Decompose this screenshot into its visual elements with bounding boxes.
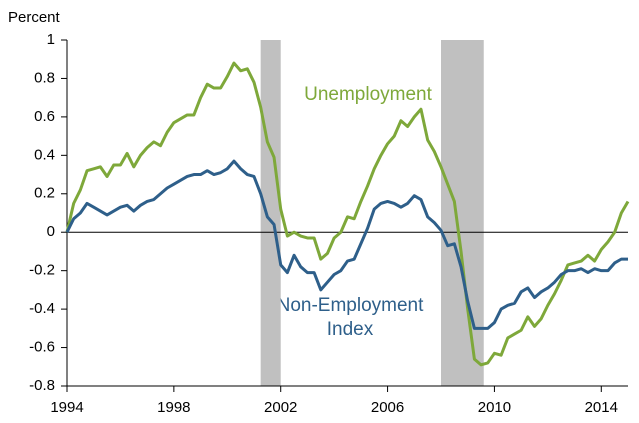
y-tick-label: 0.6	[34, 108, 55, 125]
x-tick-label: 2006	[371, 399, 404, 416]
x-tick-label: 2014	[585, 399, 618, 416]
x-tick-label: 1998	[157, 399, 190, 416]
y-axis-label: Percent	[8, 9, 61, 26]
series-line	[65, 61, 630, 367]
y-tick-label: -0.8	[29, 377, 55, 394]
y-tick-label: -0.2	[29, 262, 55, 279]
y-tick-label: 0.2	[34, 185, 55, 202]
recession-shading	[441, 40, 484, 386]
series-label: Index	[327, 319, 374, 340]
x-tick-label: 2010	[478, 399, 511, 416]
recession-shading	[260, 40, 281, 386]
y-tick-label: 1	[47, 31, 55, 48]
series-label: Non-Employment	[277, 295, 424, 316]
series-label: Unemployment	[304, 84, 432, 105]
series-line	[65, 159, 628, 330]
y-tick-label: 0.8	[34, 69, 55, 86]
y-tick-label: -0.4	[29, 300, 55, 317]
y-tick-label: 0.4	[34, 146, 55, 163]
x-tick-label: 1994	[50, 399, 83, 416]
y-tick-label: 0	[47, 223, 55, 240]
x-tick-label: 2002	[264, 399, 297, 416]
y-tick-label: -0.6	[29, 339, 55, 356]
